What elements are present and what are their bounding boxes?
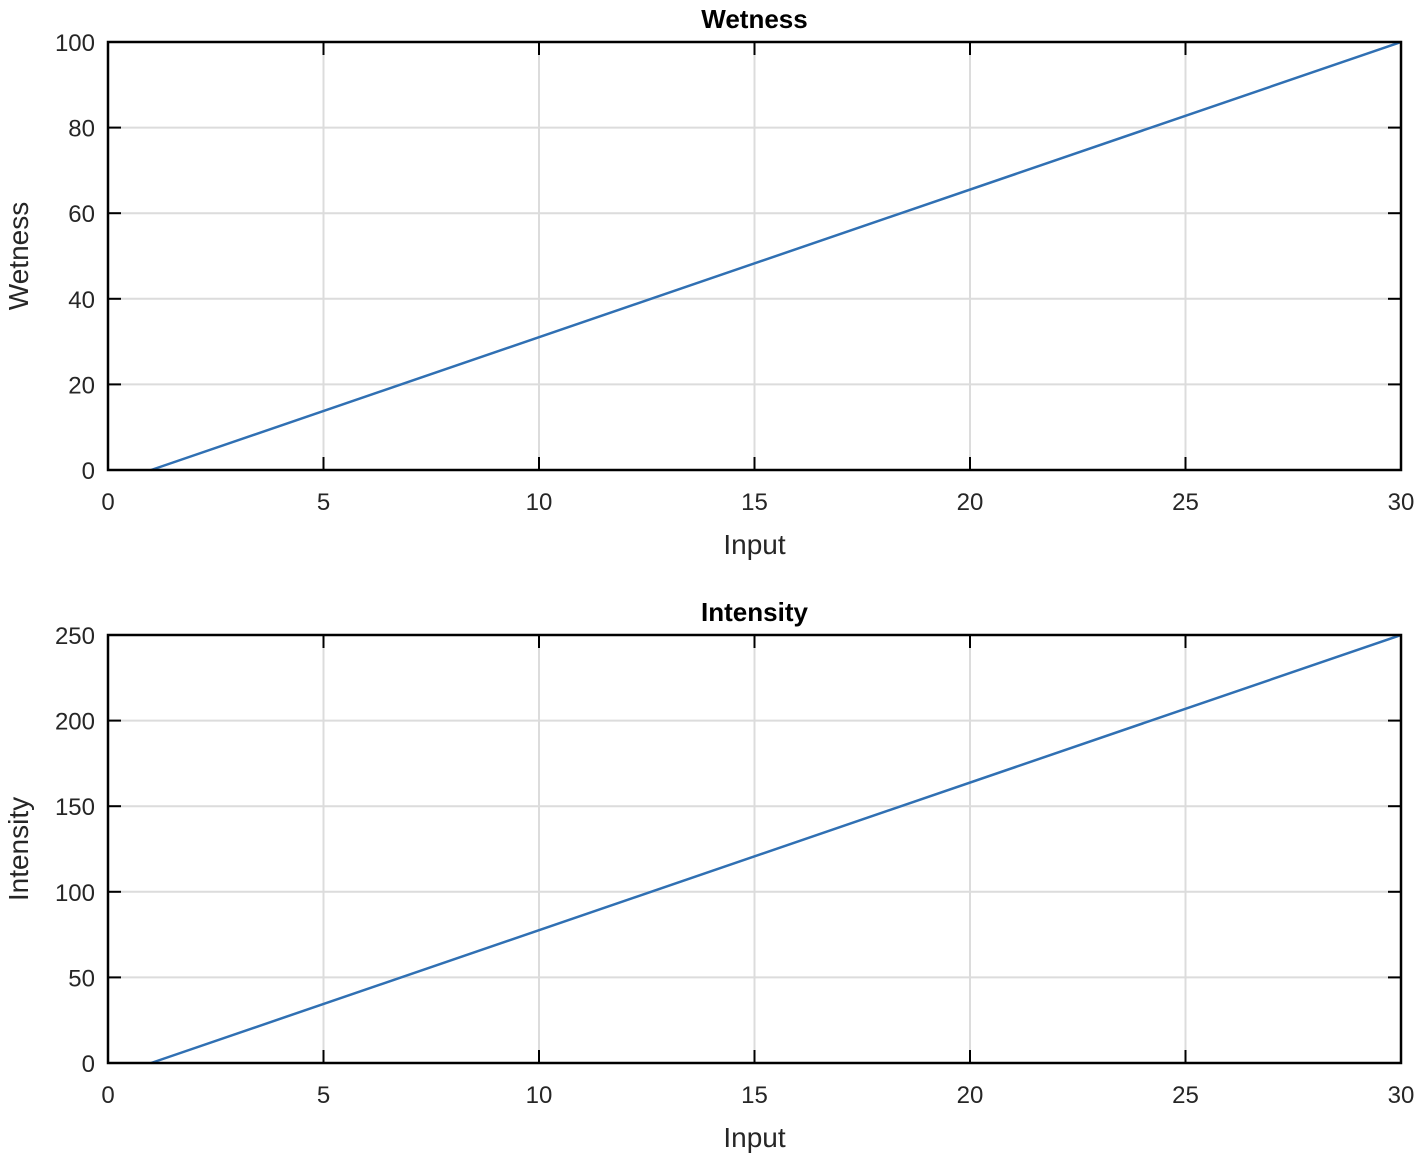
chart-title: Wetness (701, 4, 807, 34)
x-tick-label: 5 (317, 489, 330, 516)
x-tick-label: 25 (1172, 489, 1199, 516)
y-tick-label: 40 (68, 287, 95, 314)
y-axis-label: Intensity (3, 797, 34, 901)
x-tick-label: 5 (317, 1082, 330, 1109)
y-tick-label: 0 (82, 458, 95, 485)
x-tick-label: 30 (1388, 489, 1415, 516)
y-axis-label: Wetness (3, 202, 34, 310)
x-tick-label: 0 (101, 489, 114, 516)
y-tick-label: 0 (82, 1051, 95, 1078)
y-tick-label: 200 (55, 709, 95, 736)
x-tick-label: 15 (741, 1082, 768, 1109)
y-tick-label: 150 (55, 794, 95, 821)
x-tick-label: 20 (957, 489, 984, 516)
x-tick-label: 30 (1388, 1082, 1415, 1109)
subplot-intensity: 0 5 10 15 20 25 30 0 50 100 150 200 250 Intensity Inpu… (3, 597, 1414, 1153)
y-tick-label: 100 (55, 30, 95, 57)
y-tick-label: 20 (68, 372, 95, 399)
y-tick-label: 100 (55, 880, 95, 907)
x-tick-label: 10 (526, 489, 553, 516)
y-tick-label: 250 (55, 623, 95, 650)
axes-box (106, 40, 1403, 472)
x-tick-label: 0 (101, 1082, 114, 1109)
series-line (150, 40, 1402, 472)
y-tick-label: 50 (68, 965, 95, 992)
x-tick-label: 25 (1172, 1082, 1199, 1109)
x-tick-label: 15 (741, 489, 768, 516)
x-axis-label: Input (723, 529, 785, 560)
y-tick-label: 60 (68, 201, 95, 228)
series-line (150, 633, 1402, 1065)
y-tick-label: 80 (68, 116, 95, 143)
subplot-wetness: 0 5 10 15 20 25 30 0 20 40 60 80 100 Wetness Input Wetn… (3, 4, 1414, 560)
axes-box (106, 633, 1403, 1065)
x-tick-label: 20 (957, 1082, 984, 1109)
x-tick-label: 10 (526, 1082, 553, 1109)
x-axis-label: Input (723, 1122, 785, 1153)
chart-title: Intensity (701, 597, 808, 627)
